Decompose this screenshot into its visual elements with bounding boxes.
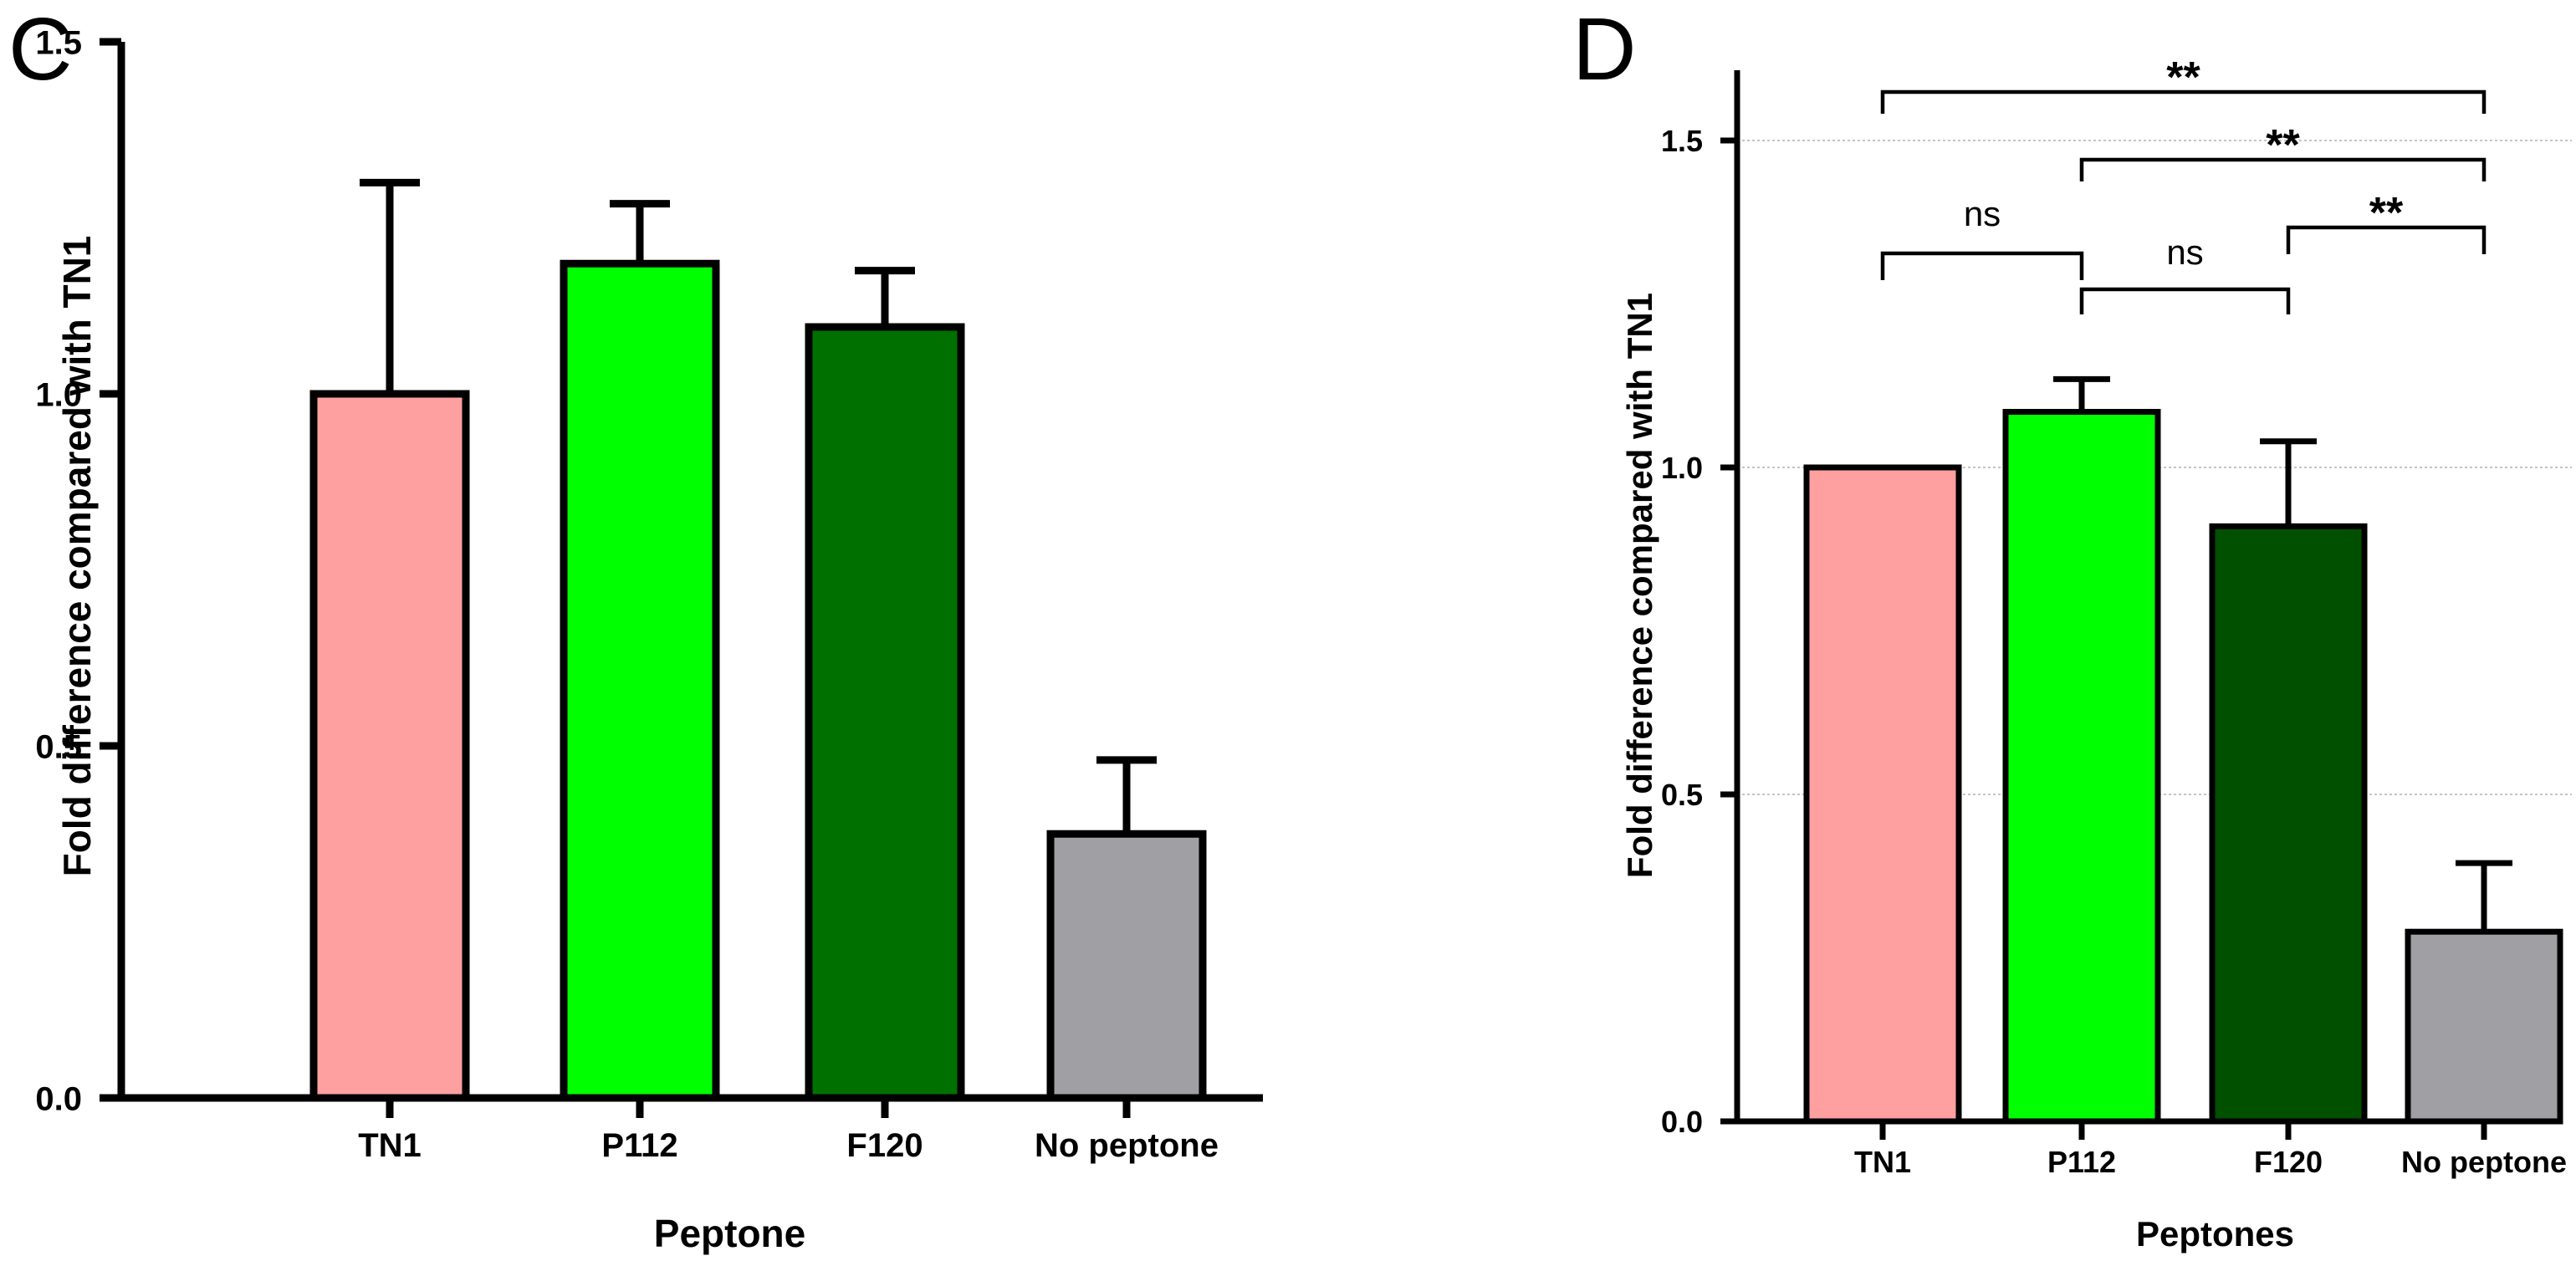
panel-d-x-tick-label-2: P112 bbox=[2047, 1145, 2116, 1179]
panel-d-sig-bracket-3 bbox=[2286, 225, 2487, 254]
panel-c-x-tick-label-2: P112 bbox=[601, 1127, 677, 1164]
panel-d-y-axis-title: Fold difference compared with TN1 bbox=[1620, 293, 1659, 878]
panel-d-bar-2 bbox=[2002, 409, 2161, 1125]
panel-d-x-tick-label-1: TN1 bbox=[1854, 1145, 1911, 1179]
panel-c-panel-letter: C bbox=[8, 0, 73, 99]
panel-d-y-tick-label-3: 1.5 bbox=[1661, 124, 1703, 158]
panel-c-bar-4 bbox=[1046, 830, 1207, 1102]
panel-c-y-tick-label-0: 0.0 bbox=[35, 1080, 82, 1117]
panel-c-x-tick-label-4: No peptone bbox=[1035, 1127, 1219, 1164]
panel-d-sig-label-5: ns bbox=[2166, 232, 2203, 272]
panel-c-bar-3 bbox=[805, 323, 965, 1102]
panel-d-y-tick-label-1: 0.5 bbox=[1661, 778, 1703, 812]
panel-d-sig-label-1: ** bbox=[2166, 54, 2200, 102]
panel-d-bar-4 bbox=[2405, 928, 2563, 1125]
panel-c-bar-2 bbox=[560, 259, 720, 1102]
panel-c-y-tick-label-3: 1.5 bbox=[35, 24, 82, 61]
panel-d-sig-bracket-1 bbox=[1880, 89, 2487, 114]
panel-c-x-tick-label-3: F120 bbox=[846, 1127, 923, 1164]
panel-d-y-tick-label-0: 0.0 bbox=[1661, 1105, 1703, 1139]
panel-c-y-axis-title: Fold difference compared with TN1 bbox=[55, 236, 99, 877]
panel-d-y-tick-label-2: 1.0 bbox=[1661, 451, 1703, 485]
panel-d-sig-bracket-5 bbox=[2079, 287, 2291, 314]
panel-c-x-tick-label-1: TN1 bbox=[358, 1127, 422, 1164]
panel-d-chart: 0.0 0.5 1.0 1.5 TN1 P112 F120 No peptone Peptone… bbox=[1572, 0, 2572, 1253]
panel-c-bar-1 bbox=[309, 390, 470, 1102]
panel-c-x-axis-title: Peptone bbox=[654, 1212, 805, 1255]
panel-c-chart: 0.0 0.5 1.0 1.5 TN1 P112 F120 No peptone Peptone… bbox=[8, 0, 1263, 1255]
panel-d-sig-label-3: ** bbox=[2369, 189, 2404, 237]
panel-d-sig-bracket-2 bbox=[2079, 157, 2487, 181]
panel-d-sig-label-4: ns bbox=[1964, 194, 2001, 233]
panel-d-sig-label-2: ** bbox=[2266, 121, 2300, 170]
panel-c-y-tick-label-2: 1.0 bbox=[35, 376, 82, 413]
panel-d-x-tick-label-4: No peptone bbox=[2401, 1145, 2567, 1179]
panel-d-panel-letter: D bbox=[1572, 0, 1637, 99]
panel-c-y-tick-label-1: 0.5 bbox=[35, 728, 82, 765]
panel-d-bar-3 bbox=[2209, 523, 2368, 1125]
panel-d-x-axis-title: Peptones bbox=[2136, 1214, 2294, 1253]
panel-d-sig-bracket-4 bbox=[1880, 251, 2084, 280]
panel-d-bar-1 bbox=[1803, 464, 1962, 1125]
panel-d-x-tick-label-3: F120 bbox=[2254, 1145, 2323, 1179]
